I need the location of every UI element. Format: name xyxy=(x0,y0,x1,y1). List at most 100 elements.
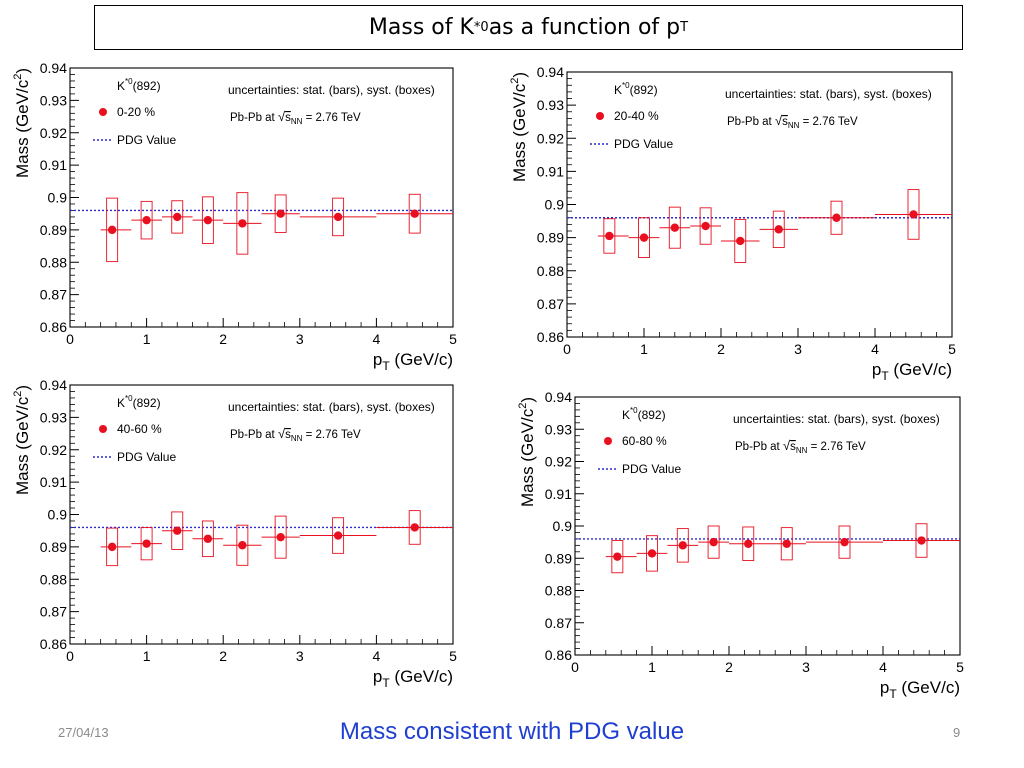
legend-marker xyxy=(99,108,107,116)
data-point xyxy=(276,532,285,542)
chart-panel-60-80: 0.86 0.87 0.88 0.89 0.9 0.91 0.92 0.93 0.94 0 1 2 3 4… xyxy=(508,385,973,701)
data-point xyxy=(832,213,841,222)
x-tick-label: 4 xyxy=(373,331,381,347)
y-tick-label: 0.92 xyxy=(40,442,67,458)
y-tick-label: 0.9 xyxy=(48,507,68,523)
x-tick-label: 3 xyxy=(794,341,802,357)
y-tick-label: 0.87 xyxy=(40,287,67,303)
legend-particle: K*0(892) xyxy=(622,406,666,422)
chart-svg: 0.86 0.87 0.88 0.89 0.9 0.91 0.92 0.93 0.94 0 1 2 3 4… xyxy=(12,60,457,373)
energy-text: Pb-Pb at √sNN = 2.76 TeV xyxy=(735,438,866,455)
y-tick-label: 0.91 xyxy=(545,486,572,502)
page-number: 9 xyxy=(953,725,961,740)
legend-pdg-label: PDG Value xyxy=(117,450,176,464)
data-point xyxy=(142,215,151,225)
y-tick-label: 0.86 xyxy=(537,329,564,345)
y-tick-label: 0.86 xyxy=(40,636,67,652)
footer-note: Mass consistent with PDG value xyxy=(339,718,685,745)
data-point xyxy=(410,209,419,218)
data-point xyxy=(142,539,151,548)
legend-marker xyxy=(604,437,612,445)
y-tick-label: 0.93 xyxy=(545,421,572,437)
energy-text: Pb-Pb at √sNN = 2.76 TeV xyxy=(230,109,361,126)
data-point xyxy=(203,215,213,225)
x-tick-label: 1 xyxy=(640,341,648,357)
y-tick-label: 0.86 xyxy=(40,319,67,335)
x-tick-label: 1 xyxy=(648,659,656,675)
x-tick-label: 2 xyxy=(725,659,733,675)
data-point xyxy=(670,223,679,232)
y-tick-label: 0.91 xyxy=(40,474,67,490)
x-tick-label: 5 xyxy=(956,659,964,675)
y-tick-label: 0.9 xyxy=(553,518,573,534)
y-tick-label: 0.9 xyxy=(48,190,68,206)
data-point xyxy=(605,231,614,241)
x-tick-label: 5 xyxy=(449,648,457,664)
data-point xyxy=(238,219,247,228)
data-point xyxy=(333,212,343,222)
y-tick-label: 0.94 xyxy=(40,60,67,76)
footer-date: 27/04/13 xyxy=(58,725,109,740)
uncertainty-note: uncertainties: stat. (bars), syst. (boxe… xyxy=(228,83,435,97)
data-point xyxy=(613,552,622,561)
y-tick-label: 0.93 xyxy=(40,409,67,425)
x-tick-label: 3 xyxy=(802,659,810,675)
chart-svg: 0.86 0.87 0.88 0.89 0.9 0.91 0.92 0.93 0.94 0 1 2 3 4… xyxy=(509,64,956,383)
data-point xyxy=(701,221,710,231)
data-point xyxy=(203,534,213,543)
chart-panel-40-60: 0.86 0.87 0.88 0.89 0.9 0.91 0.92 0.93 0.94 0 1 2 3 4… xyxy=(0,375,470,690)
data-point xyxy=(774,225,783,234)
slide-title-main: Mass of K xyxy=(368,15,474,40)
data-point xyxy=(736,236,745,246)
x-tick-label: 5 xyxy=(948,341,956,357)
data-point xyxy=(744,539,753,548)
x-tick-label: 3 xyxy=(296,648,304,664)
data-point xyxy=(276,209,285,218)
x-tick-label: 0 xyxy=(563,341,571,357)
y-tick-label: 0.87 xyxy=(545,615,572,631)
data-point xyxy=(107,542,117,552)
y-tick-label: 0.9 xyxy=(545,197,565,213)
y-tick-label: 0.89 xyxy=(40,539,67,555)
data-point xyxy=(909,210,918,219)
x-tick-label: 0 xyxy=(66,648,74,664)
data-point xyxy=(917,536,926,545)
chart-svg: 0.86 0.87 0.88 0.89 0.9 0.91 0.92 0.93 0.94 0 1 2 3 4… xyxy=(12,377,457,690)
x-axis-label: pT (GeV/c) xyxy=(880,678,960,701)
x-axis-label: pT (GeV/c) xyxy=(373,350,453,373)
data-point xyxy=(173,526,182,535)
y-tick-label: 0.93 xyxy=(537,97,564,113)
legend-pdg-label: PDG Value xyxy=(117,133,176,147)
x-tick-label: 0 xyxy=(571,659,579,675)
data-point xyxy=(840,537,849,547)
chart-panel-0-20: 0.86 0.87 0.88 0.89 0.9 0.91 0.92 0.93 0.94 0 1 2 3 4… xyxy=(0,56,470,376)
uncertainty-note: uncertainties: stat. (bars), syst. (boxe… xyxy=(228,400,435,414)
energy-text: Pb-Pb at √sNN = 2.76 TeV xyxy=(230,426,361,443)
y-tick-label: 0.88 xyxy=(40,571,67,587)
data-point xyxy=(107,225,117,235)
legend-series-name: 0-20 % xyxy=(117,105,155,119)
y-tick-label: 0.94 xyxy=(545,389,572,405)
x-tick-label: 1 xyxy=(143,648,151,664)
x-tick-label: 2 xyxy=(219,331,227,347)
legend-pdg-label: PDG Value xyxy=(614,137,673,151)
data-point xyxy=(173,212,182,222)
x-tick-label: 2 xyxy=(219,648,227,664)
legend-marker xyxy=(99,425,107,433)
x-tick-label: 0 xyxy=(66,331,74,347)
y-tick-label: 0.87 xyxy=(40,604,67,620)
legend-pdg-label: PDG Value xyxy=(622,462,681,476)
y-tick-label: 0.89 xyxy=(537,230,564,246)
x-tick-label: 4 xyxy=(871,341,879,357)
y-tick-label: 0.91 xyxy=(40,157,67,173)
y-tick-label: 0.89 xyxy=(40,222,67,238)
y-tick-label: 0.94 xyxy=(40,377,67,393)
y-axis-label: Mass (GeV/c2) xyxy=(517,397,537,507)
y-tick-label: 0.87 xyxy=(537,296,564,312)
x-tick-label: 4 xyxy=(879,659,887,675)
x-tick-label: 1 xyxy=(143,331,151,347)
y-axis-label: Mass (GeV/c2) xyxy=(12,68,32,178)
slide-title-mid: as a function of p xyxy=(488,15,681,40)
uncertainty-note: uncertainties: stat. (bars), syst. (boxe… xyxy=(733,412,940,426)
